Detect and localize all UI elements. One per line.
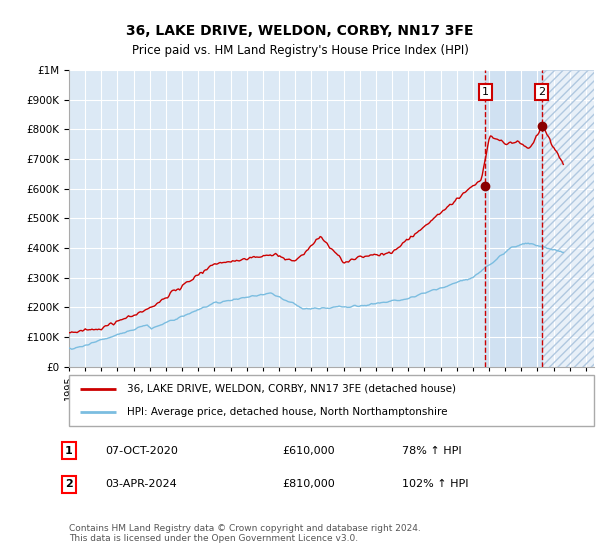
Bar: [542, 70, 594, 367]
Text: 36, LAKE DRIVE, WELDON, CORBY, NN17 3FE (detached house): 36, LAKE DRIVE, WELDON, CORBY, NN17 3FE …: [127, 384, 456, 394]
Text: 102% ↑ HPI: 102% ↑ HPI: [402, 479, 469, 489]
Text: 78% ↑ HPI: 78% ↑ HPI: [402, 446, 461, 456]
Text: 1: 1: [482, 87, 489, 97]
Text: 07-OCT-2020: 07-OCT-2020: [105, 446, 178, 456]
Text: 2: 2: [538, 87, 545, 97]
Text: £610,000: £610,000: [282, 446, 335, 456]
Text: 36, LAKE DRIVE, WELDON, CORBY, NN17 3FE: 36, LAKE DRIVE, WELDON, CORBY, NN17 3FE: [126, 24, 474, 38]
Bar: [542, 70, 594, 367]
Text: 1: 1: [65, 446, 73, 456]
Text: HPI: Average price, detached house, North Northamptonshire: HPI: Average price, detached house, Nort…: [127, 407, 447, 417]
Text: Contains HM Land Registry data © Crown copyright and database right 2024.
This d: Contains HM Land Registry data © Crown c…: [69, 524, 421, 543]
Text: Price paid vs. HM Land Registry's House Price Index (HPI): Price paid vs. HM Land Registry's House …: [131, 44, 469, 57]
Bar: [485, 70, 542, 367]
Text: £810,000: £810,000: [282, 479, 335, 489]
Text: 2: 2: [65, 479, 73, 489]
Text: 03-APR-2024: 03-APR-2024: [105, 479, 177, 489]
